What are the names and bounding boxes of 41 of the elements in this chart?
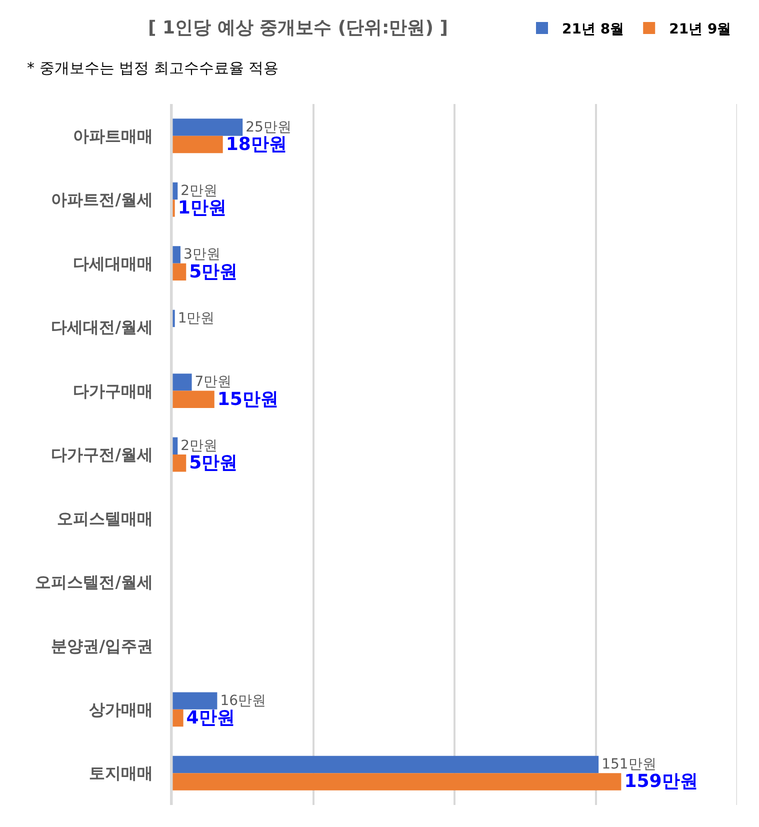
data-label: 151만원 <box>602 756 656 773</box>
y-tick-label: 오피스텔전/월세 <box>35 572 154 592</box>
y-tick-label: 상가매매 <box>89 700 154 720</box>
data-label: 4만원 <box>186 708 235 729</box>
data-label: 2만원 <box>180 182 218 199</box>
data-label: 5만원 <box>189 452 238 474</box>
legend-label: 21년 8월 <box>562 21 624 38</box>
bar <box>172 773 622 790</box>
data-label: 16만원 <box>220 692 266 709</box>
data-label: 15만원 <box>217 388 278 410</box>
bar <box>172 709 184 727</box>
bar <box>172 263 186 281</box>
data-label: 5만원 <box>189 261 238 282</box>
y-tick-label: 토지매매 <box>89 764 154 783</box>
bar <box>172 454 186 472</box>
data-label: 1만원 <box>178 198 226 219</box>
bar <box>172 374 192 391</box>
bar <box>172 390 214 408</box>
data-label: 1만원 <box>178 310 215 326</box>
data-label: 18만원 <box>226 134 287 155</box>
bar <box>172 246 180 264</box>
bar <box>172 692 218 710</box>
chart-subtitle: * 중개보수는 법정 최고수수료율 적용 <box>27 59 279 77</box>
y-tick-label: 오피스텔매매 <box>57 508 154 528</box>
data-label: 25만원 <box>246 119 292 136</box>
y-tick-label: 분양권/입주권 <box>51 636 154 656</box>
data-label: 7만원 <box>194 374 232 390</box>
y-tick-label: 아파트매매 <box>73 126 154 146</box>
y-tick-label: 다가구전/월세 <box>51 445 154 464</box>
chart-title: [ 1인당 예상 중개보수 (단위:만원) ] <box>148 18 448 39</box>
data-label: 159만원 <box>624 771 698 792</box>
data-label: 3만원 <box>183 246 220 263</box>
bar <box>172 136 223 154</box>
bar <box>172 118 243 136</box>
data-label: 2만원 <box>180 438 218 454</box>
legend-label: 21년 9월 <box>669 21 732 38</box>
y-tick-label: 아파트전/월세 <box>51 190 154 210</box>
y-tick-label: 다세대전/월세 <box>51 318 154 337</box>
y-tick-label: 다가구매매 <box>73 381 154 400</box>
y-tick-label: 다세대매매 <box>73 254 154 273</box>
bar <box>172 756 599 774</box>
